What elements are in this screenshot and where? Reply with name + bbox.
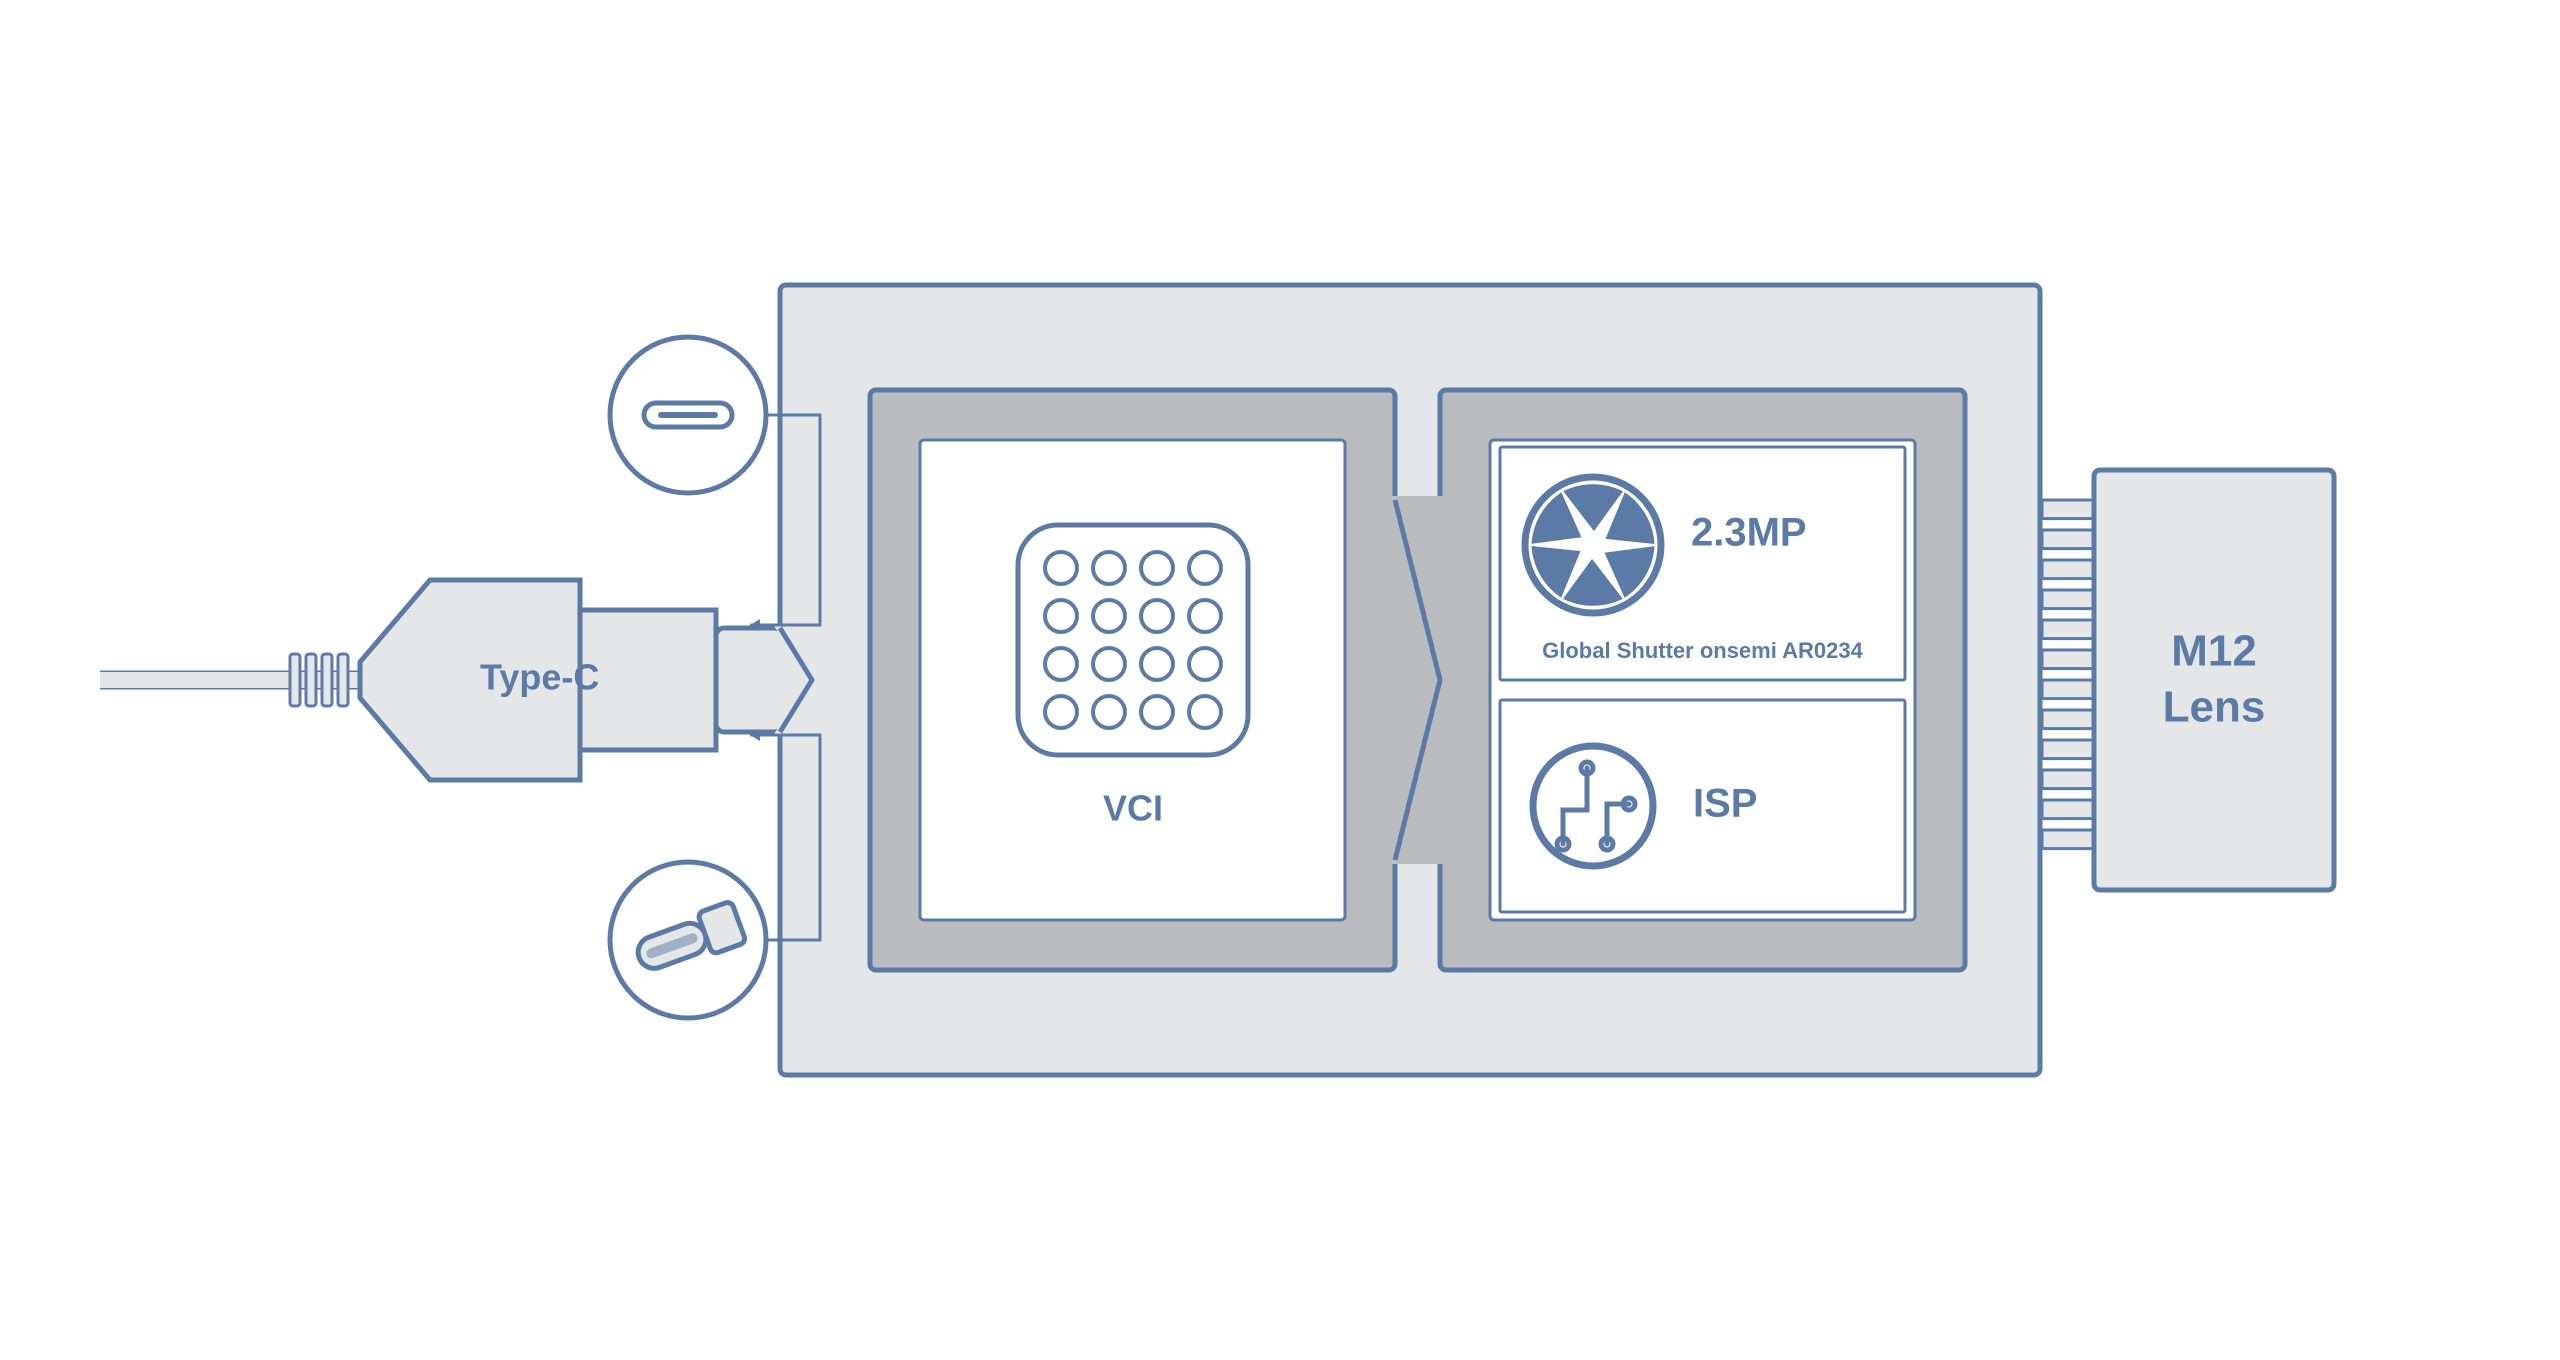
isp-label: ISP — [1693, 782, 1757, 826]
lens-threads — [2042, 500, 2094, 849]
type-c-label: Type-C — [480, 657, 599, 698]
vci-label: VCI — [1103, 788, 1163, 829]
usb-plug-neck — [580, 610, 716, 750]
lens-label-2: Lens — [2163, 683, 2266, 732]
lens-label-1: M12 — [2171, 627, 2257, 676]
usb-plug-tip — [716, 628, 782, 732]
sensor-mp-label: 2.3MP — [1691, 511, 1807, 555]
lens-block — [2094, 470, 2334, 890]
sensor-desc-label: Global Shutter onsemi AR0234 — [1542, 638, 1863, 663]
